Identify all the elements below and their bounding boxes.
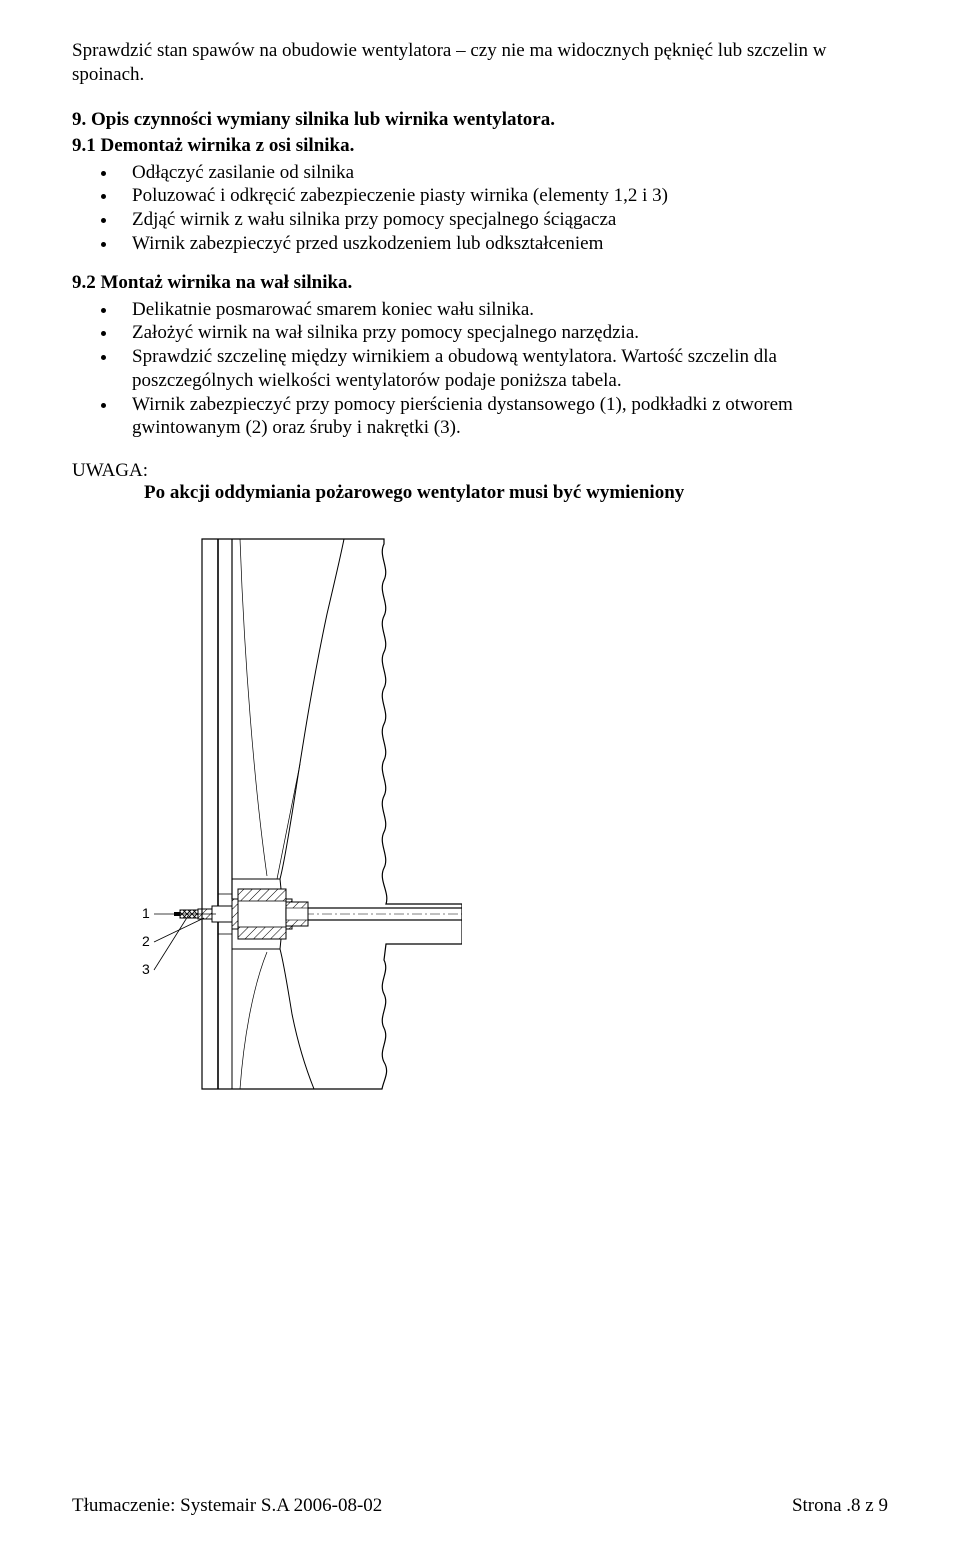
list-item: Poluzować i odkręcić zabezpieczenie pias… (118, 184, 888, 208)
section-9-1-bullets: Odłączyć zasilanie od silnika Poluzować … (72, 161, 888, 256)
callout-1-label: 1 (142, 905, 150, 921)
rotor-diagram: 1 2 3 (132, 534, 888, 1094)
list-item: Sprawdzić szczelinę między wirnikiem a o… (118, 345, 888, 393)
uwaga-label: UWAGA: (72, 460, 888, 482)
list-item: Odłączyć zasilanie od silnika (118, 161, 888, 185)
list-item: Założyć wirnik na wał silnika przy pomoc… (118, 321, 888, 345)
footer-left: Tłumaczenie: Systemair S.A 2006-08-02 (72, 1495, 382, 1517)
section-9-2-bullets: Delikatnie posmarować smarem koniec wału… (72, 298, 888, 441)
list-item: Zdjąć wirnik z wału silnika przy pomocy … (118, 208, 888, 232)
list-item: Wirnik zabezpieczyć przy pomocy pierście… (118, 393, 888, 441)
footer-right: Strona .8 z 9 (792, 1495, 888, 1517)
callout-2-label: 2 (142, 933, 150, 949)
section-9-1-title: 9.1 Demontaż wirnika z osi silnika. (72, 135, 888, 157)
list-item: Wirnik zabezpieczyć przed uszkodzeniem l… (118, 232, 888, 256)
intro-paragraph: Sprawdzić stan spawów na obudowie wentyl… (72, 39, 888, 87)
callout-3-label: 3 (142, 961, 150, 977)
uwaga-text: Po akcji oddymiania pożarowego wentylato… (144, 482, 888, 504)
list-item: Delikatnie posmarować smarem koniec wału… (118, 298, 888, 322)
page-footer: Tłumaczenie: Systemair S.A 2006-08-02 St… (72, 1495, 888, 1517)
page: Sprawdzić stan spawów na obudowie wentyl… (0, 0, 960, 1547)
section-9-title: 9. Opis czynności wymiany silnika lub wi… (72, 109, 888, 131)
section-9-2-title: 9.2 Montaż wirnika na wał silnika. (72, 272, 888, 294)
